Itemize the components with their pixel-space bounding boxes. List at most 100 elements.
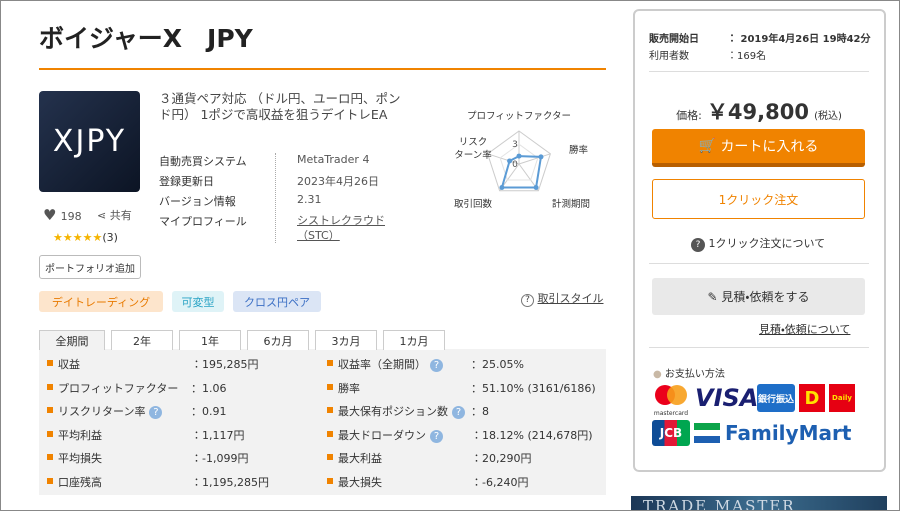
radar-ring	[499, 143, 539, 181]
stats-panel	[39, 349, 606, 495]
period-tab[interactable]: 1カ月	[383, 330, 445, 350]
stat-label: 最大損失	[338, 475, 382, 489]
tag[interactable]: デイトレーディング	[39, 291, 163, 312]
stat-value: ：1,195,285円	[191, 475, 269, 489]
divider	[649, 263, 869, 264]
quote-label: 見積・依頼をする	[721, 290, 810, 304]
style-link[interactable]: ? 取引スタイル	[521, 290, 604, 307]
mastercard-logo: mastercard	[652, 384, 690, 417]
stat-bullet	[47, 407, 53, 413]
banner[interactable]: TRADE MASTER	[631, 496, 887, 510]
period-tab[interactable]: 3カ月	[315, 330, 377, 350]
radar-spoke	[487, 153, 520, 165]
stat-label: 最大保有ポジション数?	[338, 403, 465, 419]
stat-label: 収益	[58, 358, 80, 371]
share-label: 共有	[109, 209, 132, 222]
stat-bullet	[47, 430, 53, 437]
radar-tick-label: 3	[512, 140, 518, 150]
stat-bullet	[327, 360, 333, 366]
tax: (税込)	[814, 111, 842, 122]
info-value[interactable]: シストレクラウド（STC）	[297, 214, 385, 242]
radar-grid	[487, 130, 551, 192]
stat-value: ：1,117円	[191, 428, 245, 442]
radar-axis-label: 計測期間	[552, 198, 590, 210]
radar-point	[507, 158, 513, 164]
one-click-button[interactable]: 1クリック注文	[652, 179, 865, 219]
period-tab[interactable]: 全期間	[39, 330, 105, 350]
period-tab[interactable]: 6カ月	[247, 330, 309, 350]
info-value: MetaTrader 4	[297, 153, 370, 166]
jcb-logo: JCB	[652, 420, 690, 446]
info-label: バージョン情報	[159, 195, 236, 208]
portfolio-button[interactable]: ポートフォリオ追加	[39, 255, 141, 279]
info-label: 登録更新日	[159, 175, 214, 188]
stat-value: ：18.12% (214,678円)	[471, 428, 593, 442]
stat-bullet	[47, 454, 53, 460]
stat-bullet	[327, 383, 333, 390]
stat-label: 平均損失	[58, 452, 102, 465]
price-row: 価格: ￥49,800 (税込)	[651, 96, 867, 126]
help-icon[interactable]: ?	[452, 406, 465, 419]
radar-axis-label: リスク	[459, 137, 488, 148]
stat-label-text: 最大保有ポジション数	[338, 405, 448, 418]
stat-bullet	[327, 407, 333, 413]
stat-value: ：195,285円	[191, 358, 259, 371]
daily-logo: Daily	[829, 384, 855, 412]
help-icon[interactable]: ?	[430, 359, 443, 372]
familymart-icon	[694, 423, 720, 443]
info-label: マイプロフィール	[159, 215, 247, 228]
familymart-logo: FamilyMart	[725, 421, 852, 445]
likes[interactable]: ♥ 198	[43, 206, 82, 224]
stat-value: ：-1,099円	[191, 452, 249, 465]
stat-label-text: 最大ドローダウン	[338, 428, 426, 442]
help-icon[interactable]: ?	[149, 406, 163, 419]
stat-label-text: 収益率（全期間）	[338, 358, 426, 371]
stat-label: プロフィットファクター	[58, 381, 179, 395]
divider	[649, 71, 869, 72]
price-label: 価格:	[676, 109, 702, 122]
quote-button[interactable]: ✎ 見積・依頼をする	[652, 278, 865, 315]
radar-axis-label: 勝率	[569, 144, 588, 156]
radar-tick-label: 0	[512, 160, 518, 170]
description: ３通貨ペア対応 （ドル円、ユーロ円、ポンド円） 1ポジで高収益を狙うデイトレEA	[159, 91, 401, 122]
sidebar	[633, 9, 886, 472]
one-click-help[interactable]: ? 1クリック注文について	[691, 235, 825, 252]
cart-label: カートに入れる	[720, 139, 819, 155]
bank-logo: 銀行振込	[757, 384, 795, 412]
period-tab[interactable]: 2年	[111, 330, 173, 350]
stars: ★★★★★	[53, 231, 103, 244]
quote-help[interactable]: 見積・依頼について	[759, 323, 851, 336]
stat-value: ：-6,240円	[471, 475, 529, 489]
users-label: 利用者数	[649, 51, 689, 62]
share[interactable]: ⋖ 共有	[97, 209, 132, 222]
radar-point	[533, 184, 539, 190]
cart-button[interactable]: 🛒 カートに入れる	[652, 129, 865, 167]
tag[interactable]: クロス円ペア	[233, 291, 321, 312]
rating: ★★★★★(3)	[53, 231, 118, 244]
help-icon[interactable]: ?	[430, 429, 443, 443]
payment-title-text: お支払い方法	[664, 369, 725, 380]
tag[interactable]: 可変型	[172, 291, 224, 312]
review-count: (3)	[102, 231, 118, 244]
like-count: 198	[60, 210, 82, 223]
stat-label: 平均利益	[58, 428, 102, 442]
stat-bullet	[327, 454, 333, 460]
period-tab[interactable]: 1年	[179, 330, 241, 350]
mastercard-circles	[655, 385, 687, 405]
sale-start-label: 販売開始日	[649, 34, 699, 45]
stat-label: 最大ドローダウン?	[338, 427, 443, 443]
stat-value: ：1.06	[191, 381, 227, 395]
radar-axis-label: 取引回数	[454, 198, 493, 210]
payment-title: ● お支払い方法	[653, 369, 725, 380]
stat-bullet	[47, 477, 53, 484]
stat-label: 収益率（全期間）?	[338, 356, 443, 372]
info-separator	[275, 153, 276, 243]
style-link-text: 取引スタイル	[537, 292, 604, 305]
one-click-help-text: 1クリック注文について	[708, 237, 826, 250]
radar-point	[538, 154, 544, 160]
divider	[649, 347, 869, 348]
docomo-logo: D	[799, 384, 825, 412]
stat-label-text: リスクリターン率	[58, 405, 146, 418]
